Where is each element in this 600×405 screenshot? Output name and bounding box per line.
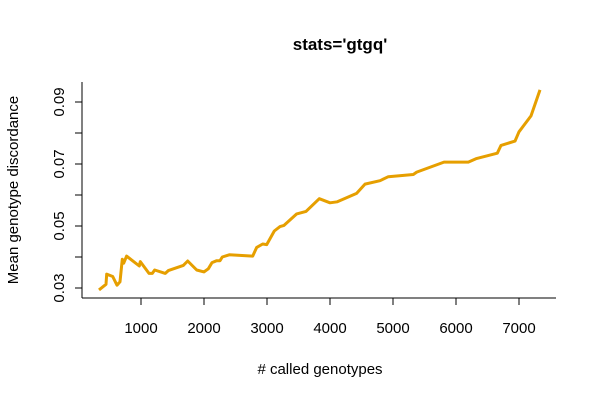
x-tick-label: 1000 bbox=[124, 320, 157, 337]
x-tick-label: 5000 bbox=[376, 320, 409, 337]
x-tick-label: 2000 bbox=[187, 320, 220, 337]
y-tick-label: 0.07 bbox=[51, 149, 68, 178]
y-tick-label: 0.05 bbox=[51, 211, 68, 240]
x-tick-label: 4000 bbox=[313, 320, 346, 337]
x-tick-label: 6000 bbox=[439, 320, 472, 337]
x-axis-label: # called genotypes bbox=[257, 361, 382, 378]
y-tick-label: 0.03 bbox=[51, 273, 68, 302]
series-line bbox=[98, 89, 542, 292]
y-tick-label: 0.09 bbox=[51, 87, 68, 116]
chart-title: stats='gtgq' bbox=[293, 35, 388, 54]
y-axis-label: Mean genotype discordance bbox=[5, 96, 22, 284]
x-tick-label: 3000 bbox=[250, 320, 283, 337]
x-tick-label: 7000 bbox=[502, 320, 535, 337]
